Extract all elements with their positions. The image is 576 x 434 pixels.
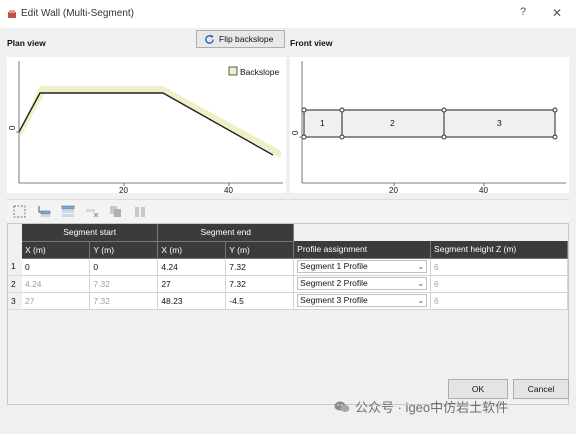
copy-icon[interactable]	[109, 205, 123, 218]
column-header-profile[interactable]: Profile assignment	[293, 241, 432, 259]
segment-label-2: 2	[390, 118, 395, 128]
profile-dropdown[interactable]: Segment 2 Profile ⌄	[297, 277, 428, 290]
profile-value: Segment 3 Profile	[300, 295, 368, 305]
close-button[interactable]: ✕	[552, 6, 563, 20]
flip-backslope-button[interactable]: Flip backslope	[196, 30, 285, 48]
column-header-x-end[interactable]: X (m)	[157, 241, 227, 259]
column-header-y-end[interactable]: Y (m)	[225, 241, 295, 259]
segment-3-rect	[443, 109, 556, 138]
x-tick-label-20: 20	[389, 186, 398, 193]
window-title: Edit Wall (Multi-Segment)	[21, 8, 134, 19]
segment-table: Segment start Segment end X (m) Y (m) X …	[8, 224, 568, 310]
row-number[interactable]: 3	[8, 292, 22, 310]
y-start-cell[interactable]: 7.32	[89, 275, 159, 293]
column-header-height[interactable]: Segment height Z (m)	[430, 241, 568, 259]
x-end-cell[interactable]: 4.24	[157, 258, 227, 276]
y-end-cell[interactable]: -4.5	[225, 292, 295, 310]
x-tick-label-40: 40	[224, 186, 233, 193]
x-start-cell[interactable]: 27	[21, 292, 91, 310]
wall-plan-line	[18, 92, 274, 156]
chevron-down-icon: ⌄	[417, 296, 425, 305]
chevron-down-icon: ⌄	[417, 262, 425, 271]
x-start-cell[interactable]: 0	[21, 258, 91, 276]
insert-row-icon[interactable]	[37, 205, 51, 218]
front-view-plot[interactable]: 1 2 3 20 40 0	[290, 57, 569, 193]
row-number[interactable]: 1	[8, 258, 22, 276]
backslope-band	[19, 86, 281, 158]
refresh-icon	[205, 34, 214, 44]
plan-view-plot[interactable]: Backslope 20 40 0	[7, 57, 286, 193]
table-toolbar	[7, 199, 569, 223]
segment-1-rect	[303, 109, 343, 138]
profile-cell: Segment 3 Profile ⌄	[293, 292, 432, 310]
ok-button[interactable]: OK	[448, 379, 508, 399]
front-view-label: Front view	[290, 38, 333, 48]
column-header-y-start[interactable]: Y (m)	[89, 241, 159, 259]
x-end-cell[interactable]: 27	[157, 275, 227, 293]
app-icon	[8, 10, 16, 18]
y-tick-label-0: 0	[8, 125, 17, 130]
profile-value: Segment 2 Profile	[300, 278, 368, 288]
segment-vertices	[301, 107, 558, 140]
height-cell[interactable]: 6	[430, 258, 568, 276]
title-bar: Edit Wall (Multi-Segment) ? ✕	[0, 0, 576, 28]
height-cell[interactable]: 6	[430, 292, 568, 310]
segment-start-header: Segment start	[21, 224, 159, 242]
select-all-icon[interactable]	[13, 205, 27, 218]
y-start-cell[interactable]: 0	[89, 258, 159, 276]
segment-2-rect	[341, 109, 445, 138]
dialog-body: Plan view Front view Flip backslope Back…	[0, 28, 576, 434]
legend-swatch	[228, 66, 238, 76]
y-end-cell[interactable]: 7.32	[225, 275, 295, 293]
row-number[interactable]: 2	[8, 275, 22, 293]
plan-view-label: Plan view	[7, 38, 46, 48]
cancel-button[interactable]: Cancel	[513, 379, 569, 399]
profile-cell: Segment 2 Profile ⌄	[293, 275, 432, 293]
y-start-cell[interactable]: 7.32	[89, 292, 159, 310]
add-row-icon[interactable]	[61, 205, 75, 218]
profile-value: Segment 1 Profile	[300, 261, 368, 271]
wechat-icon	[334, 401, 350, 412]
flip-backslope-label: Flip backslope	[219, 34, 274, 44]
x-end-cell[interactable]: 48.23	[157, 292, 227, 310]
delete-row-icon[interactable]	[85, 205, 99, 218]
table-row: 2 4.24 7.32 27 7.32 Segment 2 Profile ⌄ …	[8, 275, 568, 293]
y-tick-label-0: 0	[291, 130, 300, 135]
help-button[interactable]: ?	[520, 6, 527, 18]
legend-label: Backslope	[240, 67, 279, 77]
segment-table-area: Segment start Segment end X (m) Y (m) X …	[7, 223, 569, 405]
y-end-cell[interactable]: 7.32	[225, 258, 295, 276]
x-tick-label-40: 40	[479, 186, 488, 193]
chevron-down-icon: ⌄	[417, 279, 425, 288]
segment-label-3: 3	[497, 118, 502, 128]
height-cell[interactable]: 6	[430, 275, 568, 293]
watermark-text: 公众号 · igeo中仿岩土软件	[355, 400, 509, 415]
profile-dropdown[interactable]: Segment 1 Profile ⌄	[297, 260, 428, 273]
column-header-x-start[interactable]: X (m)	[21, 241, 91, 259]
table-row: 3 27 7.32 48.23 -4.5 Segment 3 Profile ⌄…	[8, 292, 568, 310]
segment-label-1: 1	[320, 118, 325, 128]
profile-cell: Segment 1 Profile ⌄	[293, 258, 432, 276]
x-tick-label-20: 20	[119, 186, 128, 193]
watermark: 公众号 · igeo中仿岩土软件	[334, 397, 508, 416]
segment-end-header: Segment end	[157, 224, 295, 242]
table-row: 1 0 0 4.24 7.32 Segment 1 Profile ⌄ 6	[8, 258, 568, 276]
x-start-cell[interactable]: 4.24	[21, 275, 91, 293]
paste-icon[interactable]	[133, 205, 147, 218]
profile-dropdown[interactable]: Segment 3 Profile ⌄	[297, 294, 428, 307]
